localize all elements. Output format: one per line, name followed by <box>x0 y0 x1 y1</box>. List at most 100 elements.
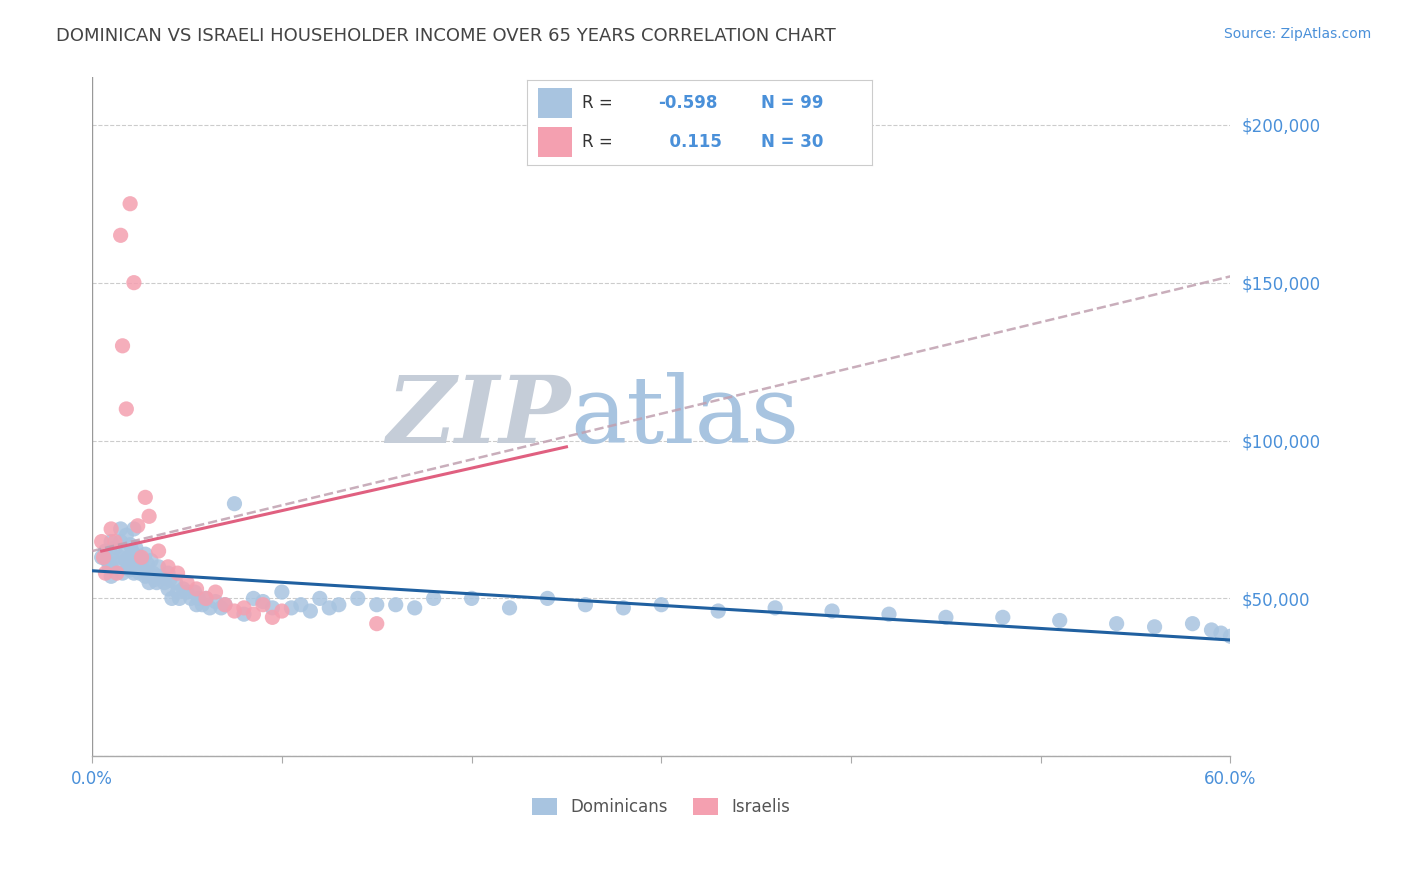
Point <box>157 559 180 574</box>
Point <box>100 559 122 574</box>
Point <box>98 559 121 574</box>
Point <box>93 550 115 565</box>
Point <box>104 534 127 549</box>
Point <box>186 582 208 596</box>
Point <box>149 569 172 583</box>
Point <box>120 196 142 211</box>
Point <box>117 559 139 574</box>
Point <box>169 591 191 606</box>
Point <box>100 534 122 549</box>
Point <box>142 566 165 581</box>
Point <box>112 547 135 561</box>
Point <box>384 598 406 612</box>
Text: Source: ZipAtlas.com: Source: ZipAtlas.com <box>1223 27 1371 41</box>
Text: atlas: atlas <box>571 372 800 462</box>
Point <box>122 566 145 581</box>
Point <box>366 598 388 612</box>
Point <box>138 509 160 524</box>
Point <box>172 582 194 596</box>
Point <box>262 600 284 615</box>
Point <box>136 557 159 571</box>
Point <box>148 544 170 558</box>
Point <box>346 591 368 606</box>
Point <box>422 591 444 606</box>
Point <box>115 553 138 567</box>
Point <box>209 600 232 615</box>
Point <box>1105 616 1128 631</box>
Point <box>1229 632 1251 647</box>
Point <box>120 538 142 552</box>
Point <box>224 604 246 618</box>
Point <box>125 557 148 571</box>
Point <box>122 522 145 536</box>
Point <box>233 607 256 622</box>
Text: N = 99: N = 99 <box>762 95 824 112</box>
Point <box>460 591 482 606</box>
FancyBboxPatch shape <box>537 88 572 118</box>
Point <box>100 569 122 583</box>
Point <box>318 600 340 615</box>
Point <box>328 598 350 612</box>
Point <box>157 566 180 581</box>
Point <box>160 591 183 606</box>
Point <box>195 591 218 606</box>
Point <box>991 610 1014 624</box>
Point <box>1201 623 1223 637</box>
Y-axis label: Householder Income Over 65 years: Householder Income Over 65 years <box>0 281 7 552</box>
Point <box>131 550 153 565</box>
Point <box>128 566 150 581</box>
Point <box>120 563 142 577</box>
Point <box>1143 620 1166 634</box>
Point <box>159 573 181 587</box>
Point <box>134 491 156 505</box>
Point <box>165 575 187 590</box>
Point <box>115 528 138 542</box>
Point <box>153 575 176 590</box>
FancyBboxPatch shape <box>537 127 572 157</box>
Point <box>134 547 156 561</box>
Point <box>127 518 149 533</box>
Point <box>110 228 132 243</box>
Point <box>270 604 292 618</box>
Point <box>110 522 132 536</box>
Point <box>366 616 388 631</box>
Point <box>214 598 236 612</box>
Point <box>252 594 274 608</box>
Point <box>105 557 128 571</box>
Point <box>125 541 148 555</box>
Point <box>198 600 221 615</box>
Point <box>299 604 322 618</box>
Point <box>308 591 330 606</box>
Point <box>252 598 274 612</box>
Point <box>763 600 786 615</box>
Point <box>139 553 162 567</box>
Text: 0.115: 0.115 <box>658 133 723 151</box>
Point <box>94 544 117 558</box>
Point <box>176 585 198 599</box>
Point <box>650 598 672 612</box>
Point <box>204 585 226 599</box>
Point <box>270 585 292 599</box>
Point <box>104 541 127 555</box>
Point <box>180 591 202 606</box>
Point <box>224 497 246 511</box>
Point <box>166 585 188 599</box>
Point <box>90 534 112 549</box>
Point <box>131 553 153 567</box>
Point <box>115 401 138 416</box>
Point <box>204 594 226 608</box>
Point <box>176 575 198 590</box>
Point <box>233 600 256 615</box>
Point <box>148 559 170 574</box>
Text: ZIP: ZIP <box>387 372 571 462</box>
Point <box>145 575 167 590</box>
Point <box>138 575 160 590</box>
Point <box>138 566 160 581</box>
Legend: Dominicans, Israelis: Dominicans, Israelis <box>526 791 797 822</box>
Point <box>100 547 122 561</box>
Point <box>821 604 844 618</box>
Point <box>280 600 302 615</box>
Point <box>90 550 112 565</box>
Point <box>935 610 957 624</box>
Point <box>498 600 520 615</box>
